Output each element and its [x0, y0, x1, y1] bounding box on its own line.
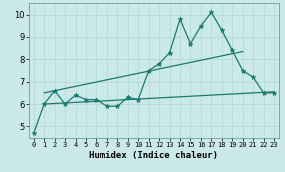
X-axis label: Humidex (Indice chaleur): Humidex (Indice chaleur)	[89, 150, 218, 160]
